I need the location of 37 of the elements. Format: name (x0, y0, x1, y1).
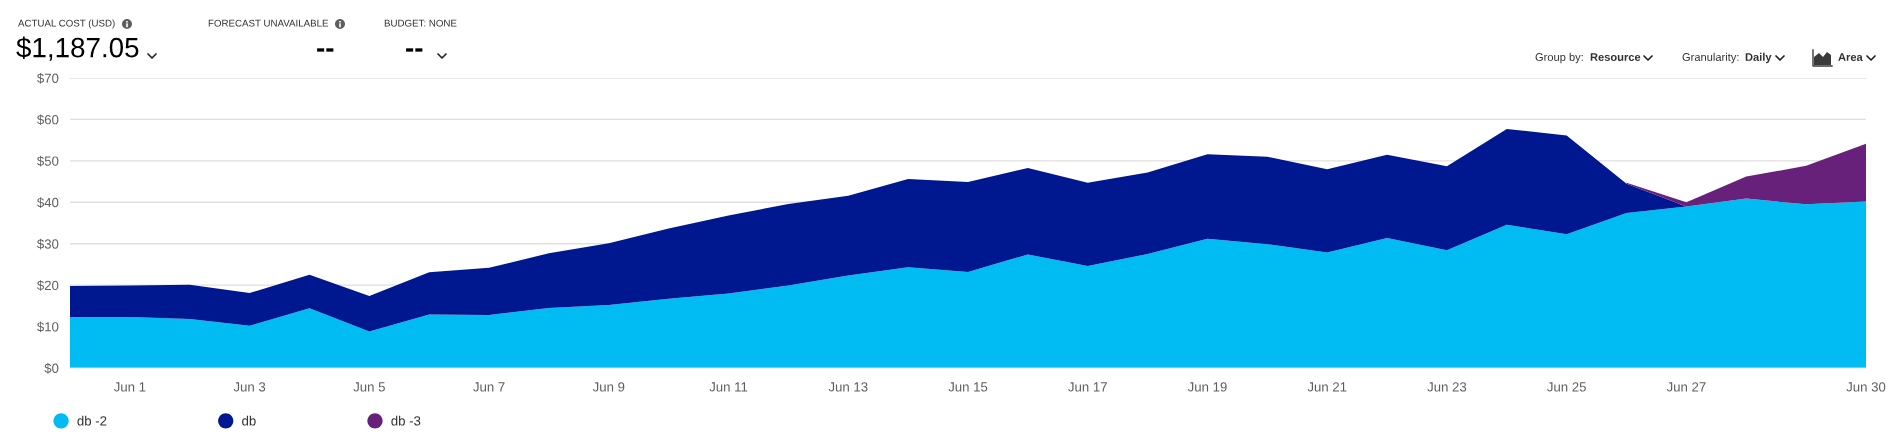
text: Daily (1745, 52, 1772, 64)
x-tick-label: Jun 9 (592, 382, 625, 392)
y-tick-label: $50 (37, 155, 59, 167)
text: FORECAST UNAVAILABLE (208, 19, 329, 27)
text: -- (406, 48, 423, 52)
legend-label: db -2 (77, 415, 107, 426)
y-tick-label: $20 (37, 280, 59, 291)
y-tick-label: $10 (37, 321, 59, 333)
y-tick-label: $0 (44, 363, 59, 374)
text: Area (1838, 53, 1863, 61)
x-tick-label: Jun 11 (709, 382, 748, 392)
y-tick-label: $60 (37, 114, 59, 126)
text: $1,187.05 (16, 36, 139, 61)
y-tick-label: $30 (37, 238, 59, 250)
x-tick-label: Jun 17 (1068, 382, 1107, 392)
text: ACTUAL COST (USD) (18, 19, 115, 29)
x-tick-label: Jun 23 (1427, 382, 1467, 392)
x-tick-label: Jun 15 (948, 382, 988, 392)
x-tick-label: Jun 13 (828, 382, 868, 392)
x-tick-label: Jun 7 (473, 382, 505, 392)
text: -- (317, 48, 334, 52)
x-tick-label: Jun 1 (113, 382, 146, 392)
x-tick-label: Jun 3 (233, 382, 266, 392)
y-tick-label: $70 (37, 73, 59, 84)
x-tick-label: Jun 19 (1187, 382, 1227, 392)
x-tick-label: Jun 21 (1307, 382, 1347, 392)
x-tick-label: Jun 27 (1666, 382, 1706, 392)
x-tick-label: Jun 5 (353, 382, 385, 392)
x-tick-label: Jun 25 (1547, 382, 1586, 392)
text: Group by: (1535, 52, 1583, 64)
legend-label: db -3 (391, 415, 421, 426)
text: BUDGET: NONE (384, 19, 457, 27)
legend-label: db (242, 415, 256, 426)
text: Granularity: (1682, 52, 1739, 64)
text: Resource (1590, 53, 1641, 61)
x-tick-label: Jun 30 (1846, 382, 1886, 392)
y-tick-label: $40 (37, 197, 59, 208)
